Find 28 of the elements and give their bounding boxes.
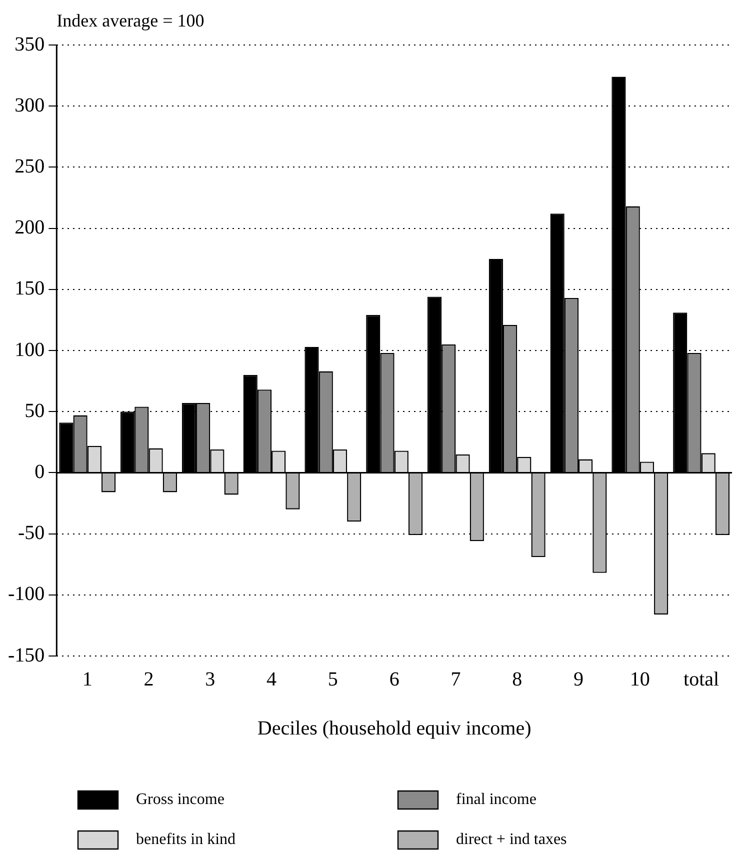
y-tick-label: 300 bbox=[14, 94, 45, 116]
y-tick-label: -100 bbox=[8, 583, 45, 606]
y-tick-label: 350 bbox=[14, 33, 45, 56]
legend-label: final income bbox=[456, 791, 536, 808]
y-axis-title: Index average = 100 bbox=[56, 10, 204, 31]
y-tick-label: -50 bbox=[18, 522, 45, 544]
x-axis-title: Deciles (household equiv income) bbox=[257, 717, 532, 740]
y-tick-label: 0 bbox=[34, 460, 45, 483]
y-tick-label: 100 bbox=[14, 338, 45, 361]
x-tick-label: 4 bbox=[266, 668, 277, 690]
y-tick-label: 150 bbox=[14, 278, 45, 300]
x-tick-label: 5 bbox=[328, 668, 338, 690]
x-tick-label: 9 bbox=[574, 668, 584, 690]
x-tick-label: 1 bbox=[82, 668, 92, 690]
y-tick-label: -150 bbox=[8, 644, 45, 666]
x-tick-label: 6 bbox=[389, 668, 400, 690]
x-tick-label: 3 bbox=[205, 668, 216, 690]
legend-label: direct + ind taxes bbox=[456, 831, 567, 848]
x-tick-label: 8 bbox=[512, 668, 522, 690]
x-tick-label: 2 bbox=[144, 668, 154, 690]
x-tick-label: 7 bbox=[450, 668, 461, 690]
y-tick-label: 250 bbox=[14, 155, 45, 178]
legend-label: Gross income bbox=[136, 791, 224, 808]
legend-label: benefits in kind bbox=[136, 831, 236, 848]
y-tick-label: 200 bbox=[14, 216, 45, 239]
x-tick-label: 10 bbox=[630, 668, 650, 690]
x-tick-label: total bbox=[684, 668, 720, 690]
y-tick-label: 50 bbox=[24, 400, 45, 422]
